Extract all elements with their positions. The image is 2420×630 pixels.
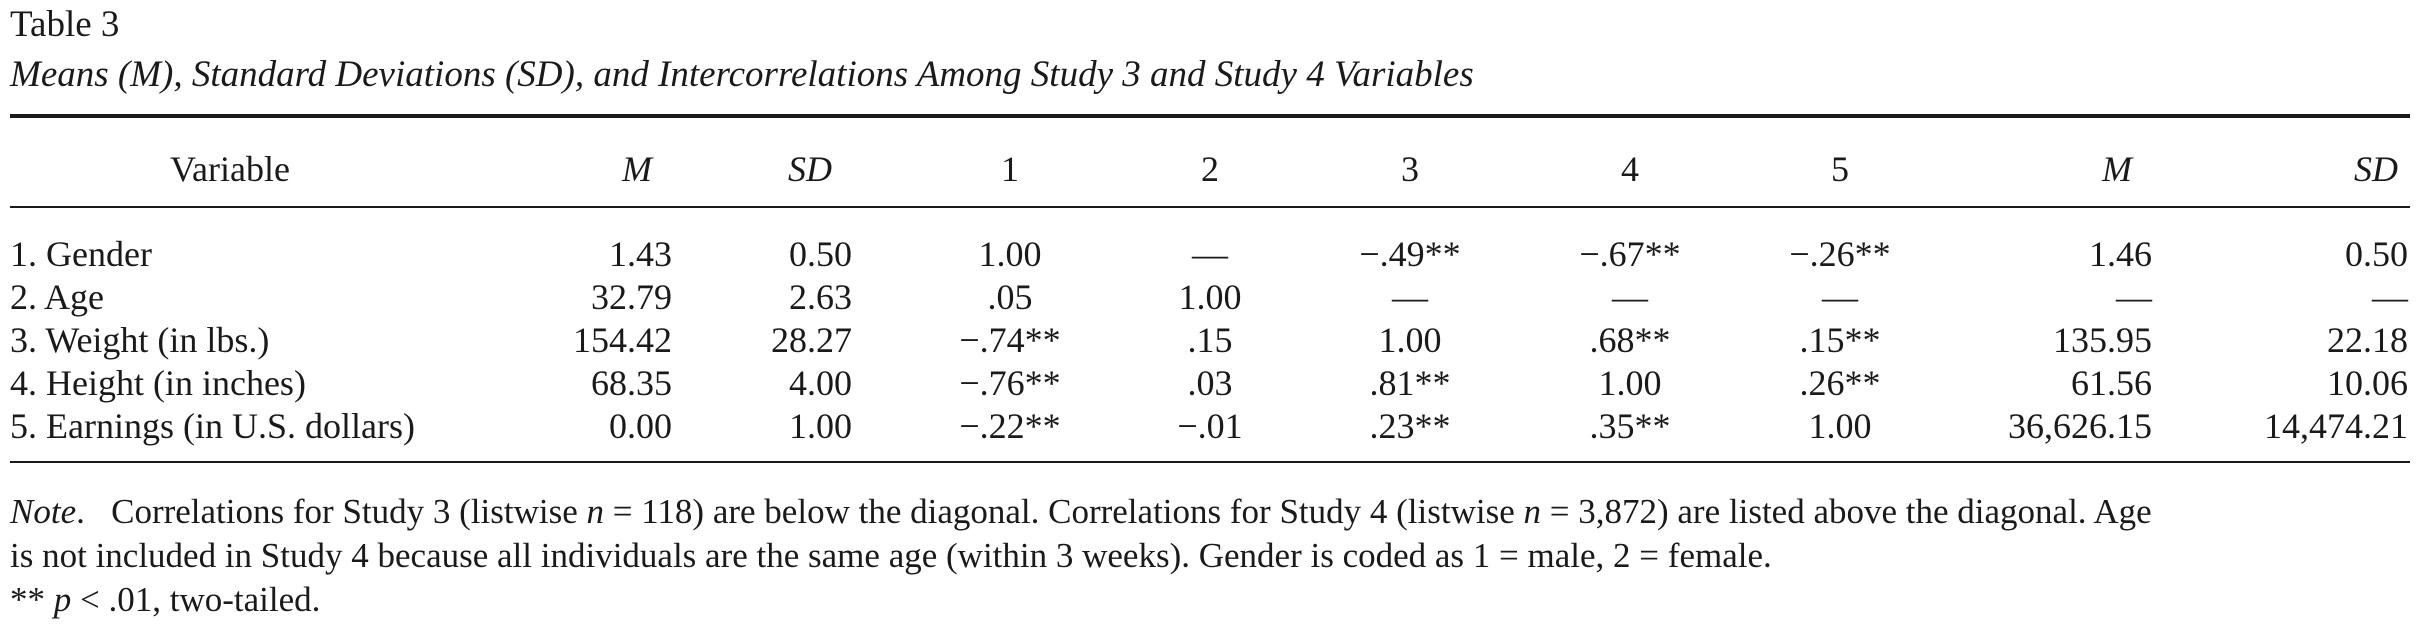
row-sd-study3: 2.63 xyxy=(789,277,852,317)
header-col-3: 3 xyxy=(1401,149,1419,189)
row-r1: 1.00 xyxy=(978,234,1042,274)
note-stars: ** xyxy=(10,580,54,619)
row-variable: 3. Weight (in lbs.) xyxy=(10,320,270,360)
row-r1: −.22** xyxy=(959,406,1061,446)
row-variable: 1. Gender xyxy=(10,234,152,274)
row-r4: .68** xyxy=(1589,320,1671,360)
row-r5: — xyxy=(1822,277,1858,317)
row-sd-study4: 0.50 xyxy=(2345,234,2408,274)
row-m-study4: 135.95 xyxy=(2053,320,2152,360)
row-m-study4: 1.46 xyxy=(2089,234,2152,274)
header-rule xyxy=(10,206,2410,208)
row-r3: .23** xyxy=(1369,406,1451,446)
row-r5: 1.00 xyxy=(1808,406,1872,446)
row-m-study3: 1.43 xyxy=(609,234,672,274)
row-r1: .05 xyxy=(987,277,1033,317)
header-col-5: 5 xyxy=(1831,149,1849,189)
top-rule xyxy=(10,114,2410,118)
row-variable: 5. Earnings (in U.S. dollars) xyxy=(10,406,415,446)
header-col-4: 4 xyxy=(1621,149,1639,189)
note-text-1b: = 118) are below the diagonal. Correlati… xyxy=(603,492,1524,531)
note-line-1: Note. Correlations for Study 3 (listwise… xyxy=(10,492,2152,531)
row-sd-study4: — xyxy=(2372,277,2408,317)
row-variable: 4. Height (in inches) xyxy=(10,363,306,403)
table-row: 5. Earnings (in U.S. dollars) 0.00 1.00 … xyxy=(0,405,2420,447)
row-m-study3: 68.35 xyxy=(591,363,672,403)
table-label: Table 3 xyxy=(10,4,120,45)
row-r2: .15 xyxy=(1187,320,1233,360)
table-row: 3. Weight (in lbs.) 154.42 28.27 −.74** … xyxy=(0,319,2420,361)
note-n-symbol: n xyxy=(586,492,604,531)
header-m-study3: M xyxy=(622,149,652,189)
row-r1: −.74** xyxy=(959,320,1061,360)
header-sd-study3: SD xyxy=(788,149,832,189)
note-text-1c: = 3,872) are listed above the diagonal. … xyxy=(1541,492,2152,531)
table-row: 1. Gender 1.43 0.50 1.00 — −.49** −.67**… xyxy=(0,233,2420,275)
row-r4: — xyxy=(1612,277,1648,317)
note-line-2: is not included in Study 4 because all i… xyxy=(10,536,1772,575)
note-text-3b: < .01, two-tailed. xyxy=(71,580,321,619)
note-lead: Note xyxy=(10,492,77,531)
row-variable: 2. Age xyxy=(10,277,104,317)
table-row: 4. Height (in inches) 68.35 4.00 −.76** … xyxy=(0,362,2420,404)
row-sd-study3: 0.50 xyxy=(789,234,852,274)
row-m-study3: 0.00 xyxy=(609,406,672,446)
table-row: 2. Age 32.79 2.63 .05 1.00 — — — — — xyxy=(0,276,2420,318)
row-r2: −.01 xyxy=(1177,406,1243,446)
row-r2: 1.00 xyxy=(1178,277,1242,317)
header-col-1: 1 xyxy=(1001,149,1019,189)
row-sd-study3: 1.00 xyxy=(789,406,852,446)
row-r4: 1.00 xyxy=(1598,363,1662,403)
note-text-1a: Correlations for Study 3 (listwise xyxy=(111,492,587,531)
row-sd-study4: 14,474.21 xyxy=(2264,406,2408,446)
header-variable: Variable xyxy=(170,149,290,189)
row-r3: — xyxy=(1392,277,1428,317)
row-m-study3: 154.42 xyxy=(573,320,672,360)
row-r5: .26** xyxy=(1799,363,1881,403)
header-m-study4: M xyxy=(2102,149,2132,189)
row-r3: .81** xyxy=(1369,363,1451,403)
header-sd-study4: SD xyxy=(2354,149,2398,189)
row-r1: −.76** xyxy=(959,363,1061,403)
header-col-2: 2 xyxy=(1201,149,1219,189)
row-m-study4: — xyxy=(2116,277,2152,317)
row-m-study4: 36,626.15 xyxy=(2008,406,2152,446)
row-sd-study4: 10.06 xyxy=(2327,363,2408,403)
row-r4: −.67** xyxy=(1579,234,1681,274)
row-r2: .03 xyxy=(1187,363,1233,403)
bottom-rule xyxy=(10,461,2410,463)
row-m-study3: 32.79 xyxy=(591,277,672,317)
row-sd-study3: 4.00 xyxy=(789,363,852,403)
table-note: Note. Correlations for Study 3 (listwise… xyxy=(10,490,2410,622)
row-r3: −.49** xyxy=(1359,234,1461,274)
row-r3: 1.00 xyxy=(1378,320,1442,360)
row-sd-study4: 22.18 xyxy=(2327,320,2408,360)
table-title: Means (M), Standard Deviations (SD), and… xyxy=(10,54,1474,95)
header-row: Variable M SD 1 2 3 4 5 M SD xyxy=(0,148,2420,190)
row-r5: −.26** xyxy=(1789,234,1891,274)
row-r4: .35** xyxy=(1589,406,1671,446)
note-n-symbol: n xyxy=(1523,492,1542,531)
note-p-symbol: p xyxy=(53,580,72,619)
row-r5: .15** xyxy=(1799,320,1881,360)
row-sd-study3: 28.27 xyxy=(771,320,852,360)
row-r2: — xyxy=(1192,234,1228,274)
row-m-study4: 61.56 xyxy=(2071,363,2152,403)
note-line-3: ** p < .01, two-tailed. xyxy=(10,578,2410,622)
